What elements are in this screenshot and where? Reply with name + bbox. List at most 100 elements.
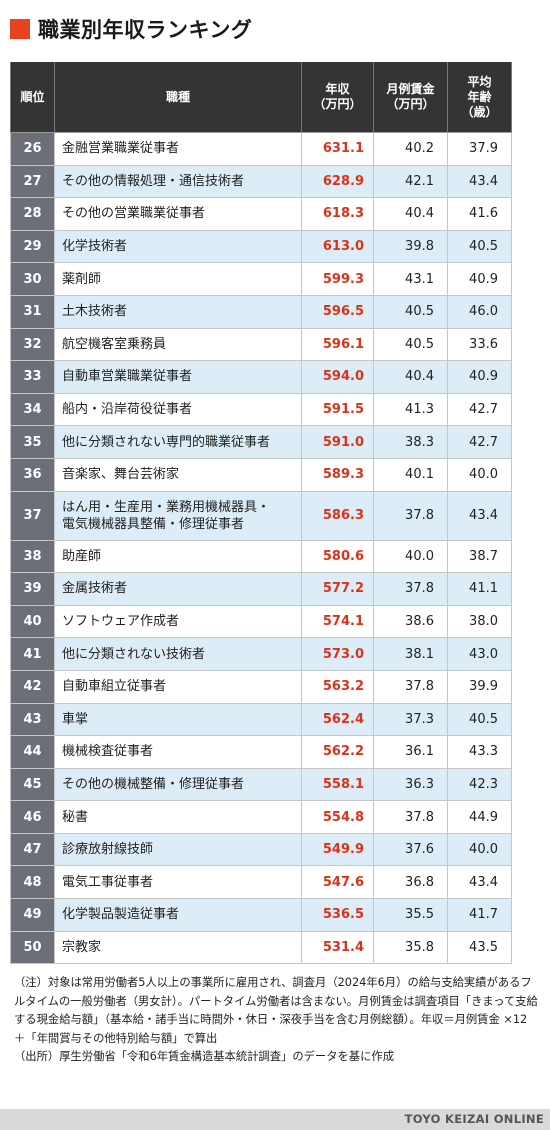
cell-income: 596.5 (301, 294, 374, 329)
cell-rank: 33 (10, 360, 55, 394)
cell-rank: 44 (10, 735, 55, 769)
job-line: 自動車営業職業従事者 (62, 369, 193, 385)
cell-job: 機械検査従事者 (54, 735, 302, 769)
cell-job: その他の営業職業従事者 (54, 197, 302, 231)
cell-job: 自動車営業職業従事者 (54, 360, 302, 394)
cell-monthly: 38.3 (373, 425, 448, 459)
cell-income: 563.2 (301, 669, 374, 704)
cell-job: 薬剤師 (54, 262, 302, 296)
job-line: 音楽家、舞台芸術家 (62, 467, 180, 483)
table-row: 34 船内・沿岸荷役従事者 591.5 41.3 42.7 (10, 392, 512, 427)
table-row: 46 秘書 554.8 37.8 44.9 (10, 800, 512, 834)
job-line: その他の情報処理・通信技術者 (62, 173, 245, 189)
table-row: 28 その他の営業職業従事者 618.3 40.4 41.6 (10, 197, 512, 231)
job-line: 助産師 (62, 548, 102, 564)
job-line: 他に分類されない専門的職業従事者 (62, 434, 271, 450)
table-row: 40 ソフトウェア作成者 574.1 38.6 38.0 (10, 604, 512, 639)
cell-job: その他の情報処理・通信技術者 (54, 164, 302, 199)
cell-job: 土木技術者 (54, 294, 302, 329)
job-line: 自動車組立従事者 (62, 679, 167, 695)
source-text: （出所）厚生労働省「令和6年賃金構造基本統計調査」のデータを基に作成 (14, 1050, 394, 1063)
cell-age: 38.0 (447, 604, 512, 639)
job-line: 宗教家 (62, 939, 102, 955)
cell-income: 536.5 (301, 898, 374, 932)
cell-rank: 30 (10, 262, 55, 296)
table-row: 30 薬剤師 599.3 43.1 40.9 (10, 262, 512, 296)
page-title: 職業別年収ランキング (10, 14, 252, 44)
cell-income: 554.8 (301, 800, 374, 834)
cell-income: 586.3 (301, 490, 374, 541)
cell-income: 618.3 (301, 197, 374, 231)
cell-monthly: 40.5 (373, 327, 448, 362)
table-row: 45 その他の機械整備・修理従事者 558.1 36.3 42.3 (10, 767, 512, 802)
cell-monthly: 37.8 (373, 490, 448, 541)
cell-age: 43.3 (447, 735, 512, 769)
cell-age: 43.4 (447, 865, 512, 900)
table-row: 26 金融営業職業従事者 631.1 40.2 37.9 (10, 132, 512, 166)
table-row: 36 音楽家、舞台芸術家 589.3 40.1 40.0 (10, 457, 512, 492)
cell-monthly: 37.3 (373, 702, 448, 737)
cell-rank: 43 (10, 702, 55, 737)
header-rank: 順位 (10, 62, 55, 133)
job-line: 電気工事従事者 (62, 874, 154, 890)
cell-income: 599.3 (301, 262, 374, 296)
cell-rank: 32 (10, 327, 55, 362)
cell-monthly: 40.4 (373, 360, 448, 394)
job-line: 他に分類されない技術者 (62, 646, 206, 662)
cell-income: 562.4 (301, 702, 374, 737)
cell-job: 他に分類されない技術者 (54, 637, 302, 671)
cell-age: 37.9 (447, 132, 512, 166)
cell-rank: 36 (10, 457, 55, 492)
cell-income: 596.1 (301, 327, 374, 362)
cell-job: 秘書 (54, 800, 302, 834)
cell-monthly: 41.3 (373, 392, 448, 427)
cell-income: 574.1 (301, 604, 374, 639)
cell-age: 40.5 (447, 229, 512, 264)
cell-age: 40.0 (447, 457, 512, 492)
cell-age: 41.1 (447, 572, 512, 606)
cell-income: 573.0 (301, 637, 374, 671)
cell-monthly: 36.8 (373, 865, 448, 900)
cell-monthly: 43.1 (373, 262, 448, 296)
cell-job: 金融営業職業従事者 (54, 132, 302, 166)
cell-job: 船内・沿岸荷役従事者 (54, 392, 302, 427)
job-line: 金属技術者 (62, 581, 128, 597)
job-line: 船内・沿岸荷役従事者 (62, 402, 193, 418)
cell-job: 診療放射線技師 (54, 832, 302, 867)
cell-age: 44.9 (447, 800, 512, 834)
cell-rank: 38 (10, 539, 55, 574)
job-line: 電気機械器具整備・修理従事者 (62, 516, 245, 532)
table-header-row: 順位 職種 年収 （万円） 月例賃金 （万円） 平均 年齢 （歳） (10, 62, 512, 133)
cell-rank: 28 (10, 197, 55, 231)
table-row: 37 はん用・生産用・業務用機械器具・ 電気機械器具整備・修理従事者 586.3 37.… (10, 490, 512, 541)
cell-rank: 41 (10, 637, 55, 671)
cell-income: 577.2 (301, 572, 374, 606)
cell-age: 43.5 (447, 930, 512, 965)
job-line: その他の機械整備・修理従事者 (62, 776, 245, 792)
cell-income: 562.2 (301, 735, 374, 769)
footer-bar: TOYO KEIZAI ONLINE (0, 1109, 550, 1130)
cell-job: 電気工事従事者 (54, 865, 302, 900)
cell-job: 音楽家、舞台芸術家 (54, 457, 302, 492)
cell-rank: 48 (10, 865, 55, 900)
cell-rank: 40 (10, 604, 55, 639)
cell-monthly: 39.8 (373, 229, 448, 264)
cell-age: 40.5 (447, 702, 512, 737)
table-row: 39 金属技術者 577.2 37.8 41.1 (10, 572, 512, 606)
table-row: 47 診療放射線技師 549.9 37.6 40.0 (10, 832, 512, 867)
header-income: 年収 （万円） (301, 62, 374, 133)
cell-rank: 47 (10, 832, 55, 867)
cell-monthly: 38.6 (373, 604, 448, 639)
cell-age: 43.4 (447, 490, 512, 541)
cell-income: 594.0 (301, 360, 374, 394)
table-row: 38 助産師 580.6 40.0 38.7 (10, 539, 512, 574)
cell-job: その他の機械整備・修理従事者 (54, 767, 302, 802)
cell-income: 613.0 (301, 229, 374, 264)
cell-rank: 34 (10, 392, 55, 427)
notes: （注）対象は常用労働者5人以上の事業所に雇用され、調査月（2024年6月）の給与… (14, 974, 542, 1067)
table-row: 43 車掌 562.4 37.3 40.5 (10, 702, 512, 737)
table-row: 42 自動車組立従事者 563.2 37.8 39.9 (10, 669, 512, 704)
cell-age: 42.3 (447, 767, 512, 802)
cell-income: 580.6 (301, 539, 374, 574)
cell-income: 547.6 (301, 865, 374, 900)
